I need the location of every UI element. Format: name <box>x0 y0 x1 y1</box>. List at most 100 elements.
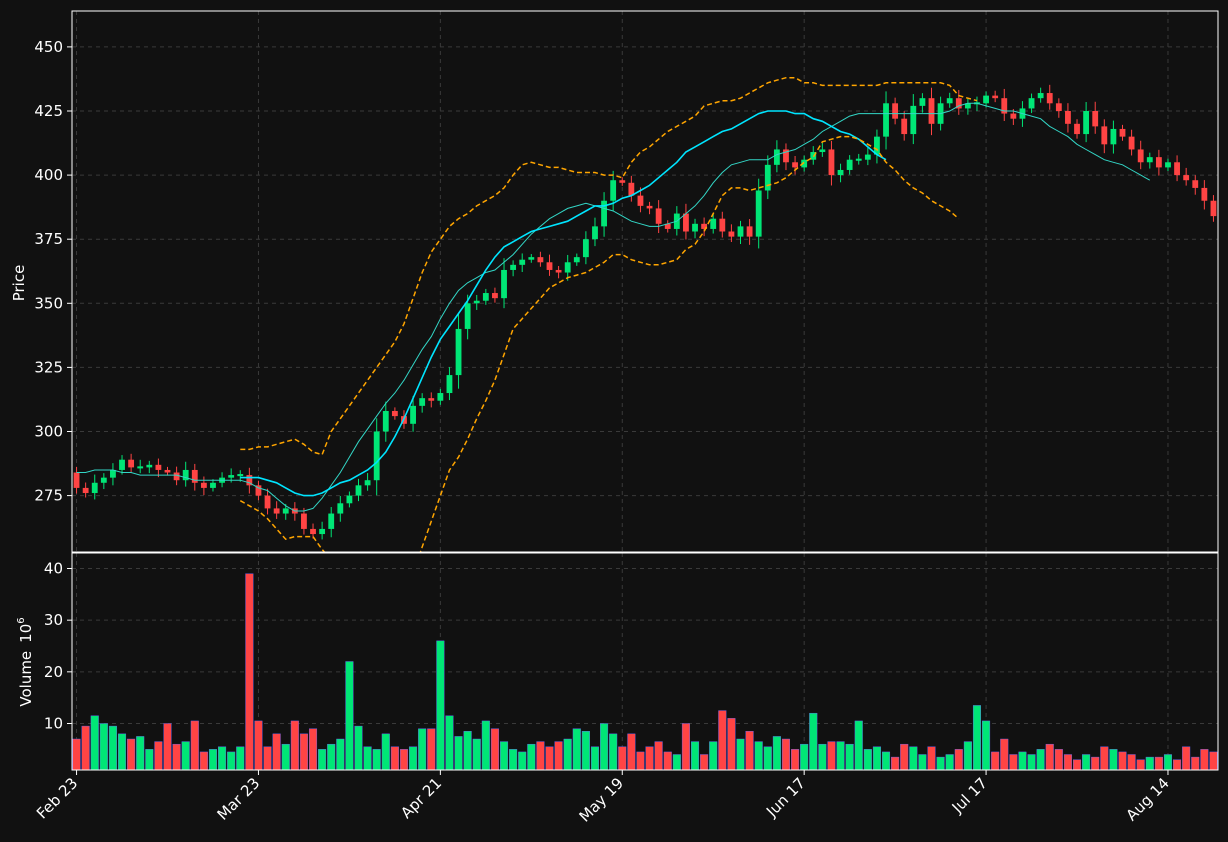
volume-bar <box>354 725 363 770</box>
volume-bar <box>781 738 790 770</box>
volume-bar <box>718 710 727 770</box>
candle-body <box>928 98 935 124</box>
volume-bar <box>709 741 718 770</box>
volume-bar <box>218 746 227 770</box>
candle-body <box>746 226 753 237</box>
candle-body <box>337 503 344 514</box>
grid-lines <box>72 11 1218 770</box>
candle-body <box>1092 110 1099 127</box>
volume-bar <box>1018 751 1027 770</box>
volume-bar <box>1191 756 1200 770</box>
volume-bar <box>800 743 809 770</box>
candle-body <box>773 149 780 165</box>
volume-bar <box>163 723 172 770</box>
volume-bar <box>854 720 863 770</box>
volume-bar <box>281 743 290 770</box>
candle-body <box>119 459 125 470</box>
price-panel-frame <box>71 10 1219 553</box>
candle-body <box>1192 180 1199 188</box>
price-tick-label: 300 <box>34 422 63 440</box>
candle-body <box>555 269 562 273</box>
candle-body <box>1128 136 1135 150</box>
price-tick-label: 400 <box>34 166 63 184</box>
candle-body <box>855 158 862 161</box>
volume-bar <box>772 736 781 770</box>
volume-axis-label: Volume106 <box>16 617 35 706</box>
price-tick-label: 325 <box>34 358 63 376</box>
candle-body <box>819 149 826 153</box>
candle-body <box>464 303 471 329</box>
candle-body <box>455 328 462 376</box>
volume-bar <box>490 728 499 770</box>
candle-body <box>391 410 398 417</box>
volume-bar <box>190 720 199 770</box>
candle-body <box>1046 93 1053 104</box>
candle-body <box>282 508 289 514</box>
candle-body <box>992 95 999 99</box>
volume-bar <box>463 731 472 770</box>
volume-bar <box>336 738 345 770</box>
candle-body <box>701 223 708 229</box>
volume-bar <box>1063 754 1072 770</box>
volume-bar <box>172 743 181 770</box>
volume-bar <box>691 741 700 770</box>
volume-bar <box>481 720 490 770</box>
volume-bar <box>809 712 818 770</box>
candle-body <box>1119 128 1126 137</box>
volume-bar <box>472 738 481 770</box>
volume-bar <box>900 743 909 770</box>
candle-body <box>692 223 698 232</box>
volume-bar <box>1163 754 1172 770</box>
candle-body <box>255 485 262 496</box>
candle-body <box>1083 110 1090 135</box>
candle-body <box>983 95 989 104</box>
volume-bar <box>663 751 672 770</box>
candle-body <box>355 485 362 496</box>
volume-bar <box>654 741 663 770</box>
volume-bar <box>1145 756 1154 770</box>
volume-bar <box>409 746 418 770</box>
candle-body <box>546 262 553 270</box>
candle-body <box>864 154 871 160</box>
candle-body <box>801 159 808 168</box>
volume-tick-label: 20 <box>44 663 63 681</box>
candle-body <box>710 218 717 229</box>
volume-bar <box>1036 749 1045 770</box>
volume-bar <box>882 751 891 770</box>
volume-bar <box>727 718 736 770</box>
candle-body <box>792 162 798 168</box>
volume-bar <box>963 741 972 770</box>
candle-body <box>719 218 726 232</box>
candle-body <box>428 398 435 401</box>
volume-bar <box>636 751 645 770</box>
candle-body <box>910 105 917 135</box>
candle-body <box>91 482 98 494</box>
volume-bar <box>872 746 881 770</box>
price-tick-label: 350 <box>34 294 63 312</box>
volume-bar <box>1154 756 1163 770</box>
volume-bar <box>945 754 954 770</box>
candle-body <box>892 103 899 119</box>
candle-body <box>964 103 971 109</box>
candle-body <box>246 475 253 486</box>
volume-bar <box>536 741 545 770</box>
candle-body <box>1201 187 1208 201</box>
price-panel <box>73 76 1217 552</box>
candle-body <box>110 469 116 478</box>
volume-bar <box>90 715 99 770</box>
volume-bar <box>136 736 145 770</box>
volume-bar <box>1182 746 1191 770</box>
candle-body <box>164 469 171 473</box>
volume-bar <box>1173 759 1182 770</box>
volume-bar <box>1109 749 1118 770</box>
candle-body <box>210 482 216 488</box>
candle-body <box>1101 126 1108 145</box>
volume-tick-label: 10 <box>44 715 63 733</box>
candle-body <box>301 513 307 529</box>
volume-bar <box>1209 751 1218 770</box>
volume-bar <box>327 743 336 770</box>
volume-bar <box>891 756 900 770</box>
candle-body <box>1037 93 1044 99</box>
volume-bar <box>445 715 454 770</box>
